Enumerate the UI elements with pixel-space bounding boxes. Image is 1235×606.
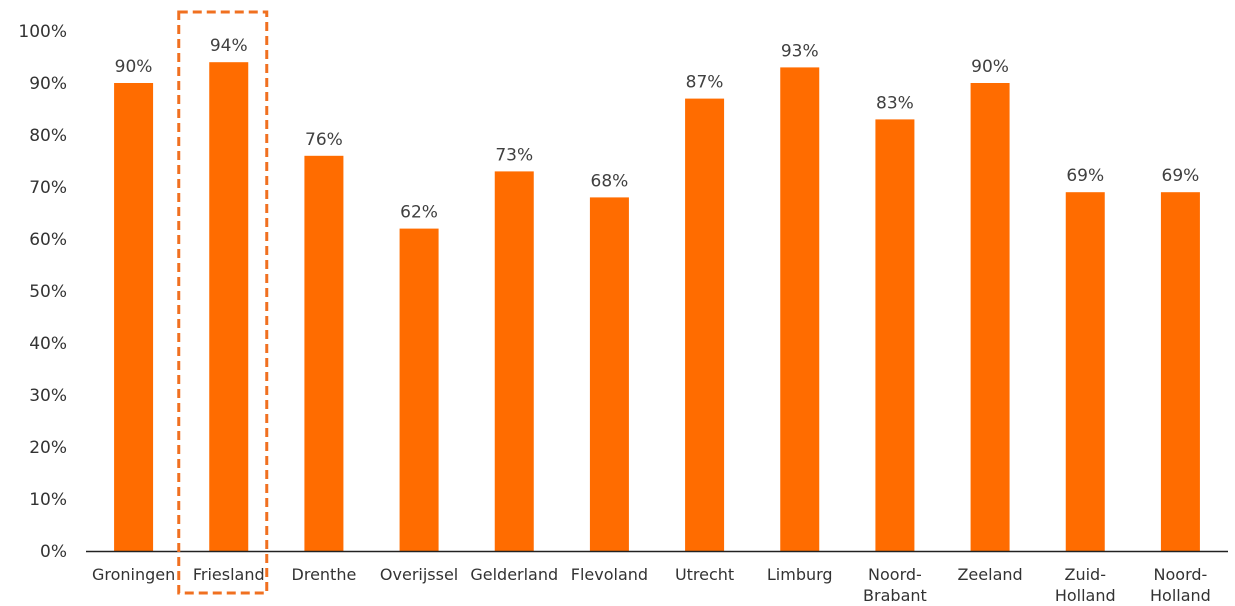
y-tick-label: 50% [29, 282, 67, 302]
category-label: Noord-Brabant [863, 565, 927, 605]
y-tick-label: 30% [29, 386, 67, 406]
bar [1160, 192, 1200, 551]
data-label: 90% [971, 57, 1009, 77]
y-tick-label: 10% [29, 490, 67, 510]
bar [494, 171, 534, 551]
bar [1065, 192, 1105, 551]
bar [114, 83, 154, 551]
category-label: Flevoland [571, 565, 648, 584]
highlight-box [177, 10, 269, 595]
category-label: Gelderland [470, 565, 558, 584]
data-label: 83% [876, 93, 914, 113]
data-label: 69% [1066, 166, 1104, 186]
category-label: Drenthe [292, 565, 357, 584]
data-label: 87% [686, 73, 724, 93]
category-label: Groningen [92, 565, 175, 584]
category-label: Zuid-Holland [1055, 565, 1116, 605]
y-tick-label: 80% [29, 126, 67, 146]
category-label: Overijssel [380, 565, 458, 584]
y-tick-label: 20% [29, 438, 67, 458]
bar [970, 83, 1010, 551]
bar [875, 119, 915, 552]
data-label: 93% [781, 41, 819, 61]
data-label: 73% [495, 145, 533, 165]
category-label: Noord-Holland [1150, 565, 1211, 605]
bar [685, 98, 725, 551]
bar [589, 197, 629, 551]
y-tick-label: 90% [29, 74, 67, 94]
category-label: Limburg [767, 565, 833, 584]
y-tick-label: 100% [18, 22, 67, 42]
bar [304, 155, 344, 552]
data-label: 94% [210, 36, 248, 56]
data-label: 90% [115, 57, 153, 77]
category-label: Friesland [193, 565, 265, 584]
data-labels: 90% 94% 76% 62% 73% 68% 87% 93% 83% 90% 69% 69% [115, 36, 1200, 222]
category-label: Utrecht [675, 565, 734, 584]
bar [399, 228, 439, 551]
y-tick-label: 70% [29, 178, 67, 198]
data-label: 76% [305, 130, 343, 150]
bars [114, 62, 1200, 552]
y-axis-ticks: 0% 10% 20% 30% 40% 50% 60% 70% 80% 90% 100% [18, 22, 67, 562]
y-tick-label: 60% [29, 230, 67, 250]
data-label: 69% [1162, 166, 1200, 186]
data-label: 68% [591, 171, 629, 191]
y-tick-label: 0% [40, 542, 67, 562]
bar [209, 62, 249, 551]
bar [780, 67, 820, 552]
category-labels: Groningen Friesland Drenthe Overijssel Gelde… [92, 565, 1211, 605]
data-label: 62% [400, 203, 438, 223]
category-label: Zeeland [957, 565, 1022, 584]
y-tick-label: 40% [29, 334, 67, 354]
